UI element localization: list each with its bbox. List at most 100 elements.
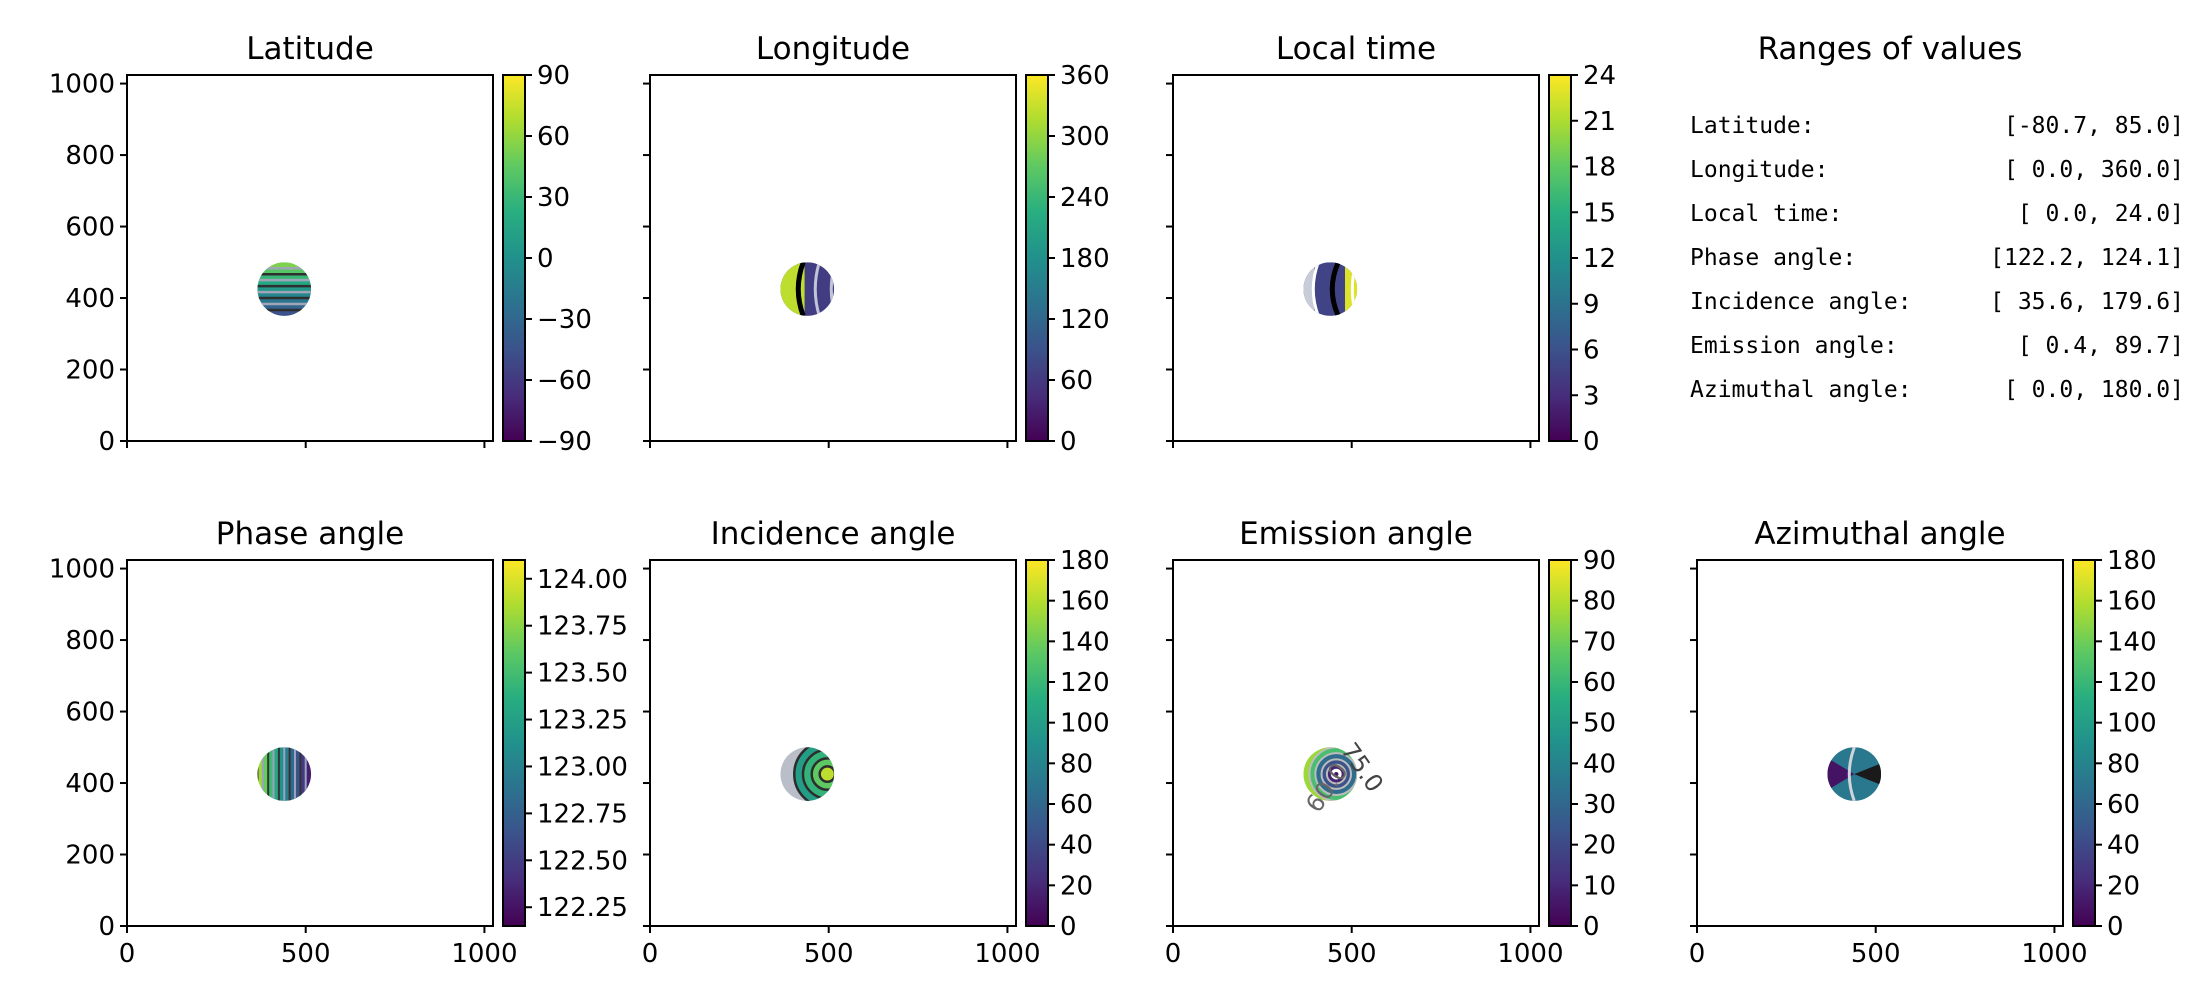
colorbar-tick-label: 160 [1060,587,1110,617]
colorbar-tick-label: 60 [1060,790,1093,820]
y-tick-label: 600 [65,213,115,243]
colorbar-tick-label: 90 [1583,546,1616,576]
colorbar-tick-label: 30 [1583,790,1616,820]
x-tick-label: 1000 [2021,939,2087,969]
colorbar-tick-label: 80 [2107,749,2140,779]
colorbar-tick-label: −60 [537,366,592,396]
y-tick-label: 400 [65,284,115,314]
colorbar-tick-label: 123.00 [537,752,628,782]
axes-frame [1696,559,2064,927]
colorbar [502,74,526,442]
colorbar-tick-label: 300 [1060,122,1110,152]
colorbar-tick-label: −30 [537,305,592,335]
colorbar-tick-label: 40 [1583,749,1616,779]
colorbar-tick-label: 24 [1583,61,1616,91]
panel-title: Incidence angle [711,516,956,552]
colorbar-tick-label: 100 [1060,709,1110,739]
colorbar [1548,74,1572,442]
panel-2: Local time 24 21 18 15 12 9 6 3 0 [1166,31,1616,457]
colorbar-tick-label: 122.50 [537,846,628,876]
colorbar-tick-label: 90 [537,61,570,91]
panel-5: Incidence angle 0 500 1000 180 160 140 120 100 80… [642,516,1110,969]
colorbar-tick-label: 20 [2107,871,2140,901]
x-tick-label: 1000 [974,939,1040,969]
range-label: Latitude: [1690,113,1815,139]
x-tick-label: 1000 [451,939,517,969]
panel-title: Emission angle [1239,516,1473,552]
colorbar-tick-label: 122.25 [537,893,628,923]
range-label: Phase angle: [1690,245,1856,271]
axes-frame [126,74,494,442]
axes-frame [649,559,1017,927]
range-value: [122.2, 124.1] [1990,245,2184,271]
planet-disk [780,747,835,801]
planet-disk [257,262,312,316]
range-value: [ 0.0, 24.0] [2018,201,2184,227]
planet-disk [780,262,835,316]
colorbar-tick-label: 120 [1060,305,1110,335]
colorbar [1025,74,1049,442]
panel-title: Latitude [246,31,374,67]
colorbar [502,559,526,927]
y-tick-label: 0 [98,427,115,457]
colorbar-tick-label: 60 [1583,668,1616,698]
axes-frame [126,559,494,927]
x-tick-label: 1000 [1497,939,1563,969]
range-label: Azimuthal angle: [1690,377,1912,403]
x-tick-label: 0 [119,939,136,969]
panel-7: Azimuthal angle 0 500 1000 180 160 140 120 100 80… [1689,516,2157,969]
colorbar-tick-label: 360 [1060,61,1110,91]
colorbar-tick-label: 180 [2107,546,2157,576]
x-tick-label: 0 [642,939,659,969]
panel-1: Longitude 360 300 240 180 120 60 0 [643,31,1110,457]
x-tick-label: 500 [1851,939,1901,969]
panel-title: Longitude [756,31,910,67]
range-value: [ 0.4, 89.7] [2018,333,2184,359]
panel-title: Phase angle [216,516,404,552]
axes-frame [1172,74,1540,442]
colorbar-tick-label: 10 [1583,871,1616,901]
colorbar-tick-label: 0 [1060,912,1077,942]
colorbar [2072,559,2096,927]
colorbar-tick-label: 120 [1060,668,1110,698]
colorbar-tick-label: 123.50 [537,659,628,689]
y-tick-label: 800 [65,141,115,171]
range-label: Emission angle: [1690,333,1898,359]
y-tick-label: 1000 [49,555,115,585]
colorbar-tick-label: 3 [1583,381,1600,411]
colorbar-tick-label: 15 [1583,198,1616,228]
axes-frame [1172,559,1540,927]
colorbar-tick-label: 21 [1583,107,1616,137]
colorbar-tick-label: 0 [1060,427,1077,457]
y-tick-label: 400 [65,769,115,799]
colorbar-tick-label: 80 [1583,587,1616,617]
colorbar-tick-label: 240 [1060,183,1110,213]
colorbar-tick-label: 50 [1583,709,1616,739]
y-tick-label: 800 [65,626,115,656]
x-tick-label: 500 [1327,939,1377,969]
colorbar [1025,559,1049,927]
panel-title: Ranges of values [1758,31,2023,67]
panel-0: Latitude 0 200 400 600 800 1000 90 60 30 0 −30 −60 −9… [49,31,592,457]
range-value: [-80.7, 85.0] [2004,113,2184,139]
y-tick-label: 0 [98,912,115,942]
axes-frame [649,74,1017,442]
colorbar-tick-label: 40 [1060,831,1093,861]
colorbar-tick-label: 123.75 [537,612,628,642]
colorbar [1548,559,1572,927]
colorbar-tick-label: 6 [1583,336,1600,366]
colorbar-tick-label: 122.75 [537,799,628,829]
y-tick-label: 200 [65,356,115,386]
y-tick-label: 600 [65,698,115,728]
planet-disk [257,747,312,801]
colorbar-tick-label: 180 [1060,244,1110,274]
colorbar-tick-label: 30 [537,183,570,213]
colorbar-tick-label: 20 [1060,871,1093,901]
panel-title: Local time [1276,31,1436,67]
range-value: [ 0.0, 360.0] [2004,157,2184,183]
colorbar-tick-label: 0 [1583,427,1600,457]
x-tick-label: 500 [281,939,331,969]
range-label: Local time: [1690,201,1842,227]
